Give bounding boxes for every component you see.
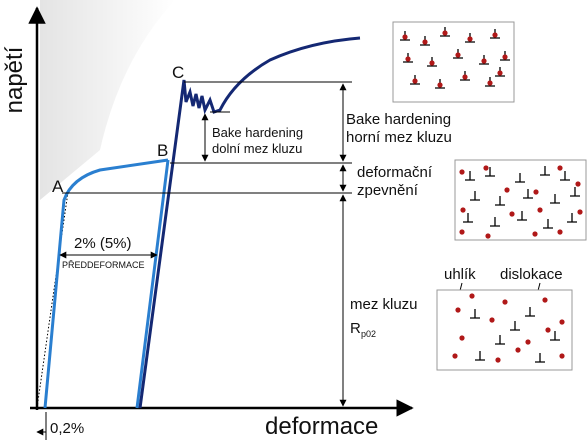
hardening-label: deformační bbox=[357, 164, 433, 181]
offset-label: 0,2% bbox=[50, 420, 84, 437]
carbon bbox=[504, 187, 509, 192]
diagram: napětí deformace 0,2% A B C 2% (5%) PŘED… bbox=[0, 0, 587, 441]
carbon bbox=[533, 189, 538, 194]
carbon bbox=[452, 353, 457, 358]
carbon bbox=[577, 209, 582, 214]
offset-line bbox=[37, 192, 68, 408]
carbon bbox=[405, 56, 410, 61]
lower-label: dolní mez kluzu bbox=[212, 141, 302, 156]
carbon bbox=[502, 54, 507, 59]
predeform-value: 2% (5%) bbox=[74, 235, 132, 252]
carbon bbox=[487, 80, 492, 85]
carbon bbox=[545, 327, 550, 332]
carbon bbox=[495, 357, 500, 362]
x-label: deformace bbox=[265, 413, 378, 440]
carbon bbox=[532, 231, 537, 236]
lower-label: Bake hardening bbox=[212, 125, 303, 140]
carbon bbox=[467, 36, 472, 41]
carbon-label: uhlík bbox=[444, 266, 476, 283]
carbon bbox=[455, 307, 460, 312]
hardening-label: zpevnění bbox=[357, 182, 419, 199]
carbon bbox=[481, 58, 486, 63]
carbon bbox=[525, 339, 530, 344]
carbon bbox=[489, 317, 494, 322]
carbon bbox=[502, 299, 507, 304]
y-label: napětí bbox=[1, 46, 28, 113]
carbon bbox=[459, 169, 464, 174]
carbon bbox=[515, 347, 520, 352]
carbon bbox=[575, 181, 580, 186]
carbon bbox=[459, 335, 464, 340]
point-b: B bbox=[157, 141, 168, 160]
dislocation-label: dislokace bbox=[500, 266, 563, 283]
upper-label: Bake hardening bbox=[346, 111, 451, 128]
upper-label: horní mez kluzu bbox=[346, 129, 452, 146]
carbon bbox=[537, 207, 542, 212]
carbon bbox=[497, 70, 502, 75]
carbon bbox=[437, 82, 442, 87]
carbon bbox=[557, 165, 562, 170]
carbon bbox=[402, 34, 407, 39]
carbon bbox=[559, 319, 564, 324]
unload-line bbox=[137, 160, 168, 408]
carbon bbox=[412, 78, 417, 83]
yield-subscript: p02 bbox=[361, 329, 376, 339]
yield-label: mez kluzu bbox=[350, 296, 418, 313]
carbon bbox=[509, 211, 514, 216]
carbon bbox=[429, 60, 434, 65]
predeform-curve bbox=[45, 160, 168, 408]
carbon bbox=[485, 233, 490, 238]
carbon bbox=[422, 39, 427, 44]
carbon bbox=[442, 30, 447, 35]
carbon bbox=[483, 165, 488, 170]
reload-curve bbox=[140, 38, 360, 408]
point-a: A bbox=[52, 177, 64, 196]
predeform-label: PŘEDDEFORMACE bbox=[62, 260, 145, 270]
yield-symbol: R bbox=[350, 320, 361, 337]
carbon bbox=[542, 297, 547, 302]
point-c: C bbox=[172, 63, 184, 82]
carbon bbox=[557, 229, 562, 234]
carbon bbox=[455, 52, 460, 57]
carbon bbox=[492, 32, 497, 37]
carbon bbox=[462, 74, 467, 79]
carbon bbox=[469, 293, 474, 298]
carbon bbox=[459, 229, 464, 234]
carbon bbox=[559, 353, 564, 358]
carbon bbox=[460, 207, 465, 212]
